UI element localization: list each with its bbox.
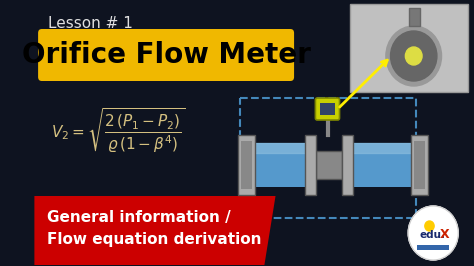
FancyBboxPatch shape (246, 143, 307, 187)
Circle shape (386, 26, 442, 86)
FancyBboxPatch shape (409, 8, 420, 26)
FancyBboxPatch shape (315, 98, 339, 120)
FancyBboxPatch shape (350, 4, 468, 92)
FancyBboxPatch shape (418, 245, 449, 250)
Text: General information /: General information / (47, 210, 231, 225)
FancyBboxPatch shape (241, 141, 252, 189)
Polygon shape (35, 196, 275, 265)
Text: edu.: edu. (419, 230, 445, 240)
FancyBboxPatch shape (238, 135, 255, 195)
FancyBboxPatch shape (348, 143, 413, 187)
FancyBboxPatch shape (316, 151, 342, 179)
Text: $V_2 = \sqrt{\dfrac{2\,(P_1-P_2)}{\varrho\,(1-\beta^4)}}$: $V_2 = \sqrt{\dfrac{2\,(P_1-P_2)}{\varrh… (51, 106, 186, 154)
Text: Orifice Flow Meter: Orifice Flow Meter (22, 41, 310, 69)
FancyBboxPatch shape (38, 29, 294, 81)
Circle shape (408, 206, 458, 260)
Text: Lesson # 1: Lesson # 1 (48, 16, 133, 31)
Circle shape (391, 31, 437, 81)
FancyBboxPatch shape (411, 135, 428, 195)
FancyBboxPatch shape (414, 141, 425, 189)
Text: Flow equation derivation: Flow equation derivation (47, 232, 262, 247)
Circle shape (405, 47, 422, 65)
FancyBboxPatch shape (305, 135, 316, 195)
FancyBboxPatch shape (320, 103, 335, 115)
Text: X: X (439, 228, 449, 242)
Circle shape (425, 221, 434, 231)
FancyBboxPatch shape (342, 135, 354, 195)
